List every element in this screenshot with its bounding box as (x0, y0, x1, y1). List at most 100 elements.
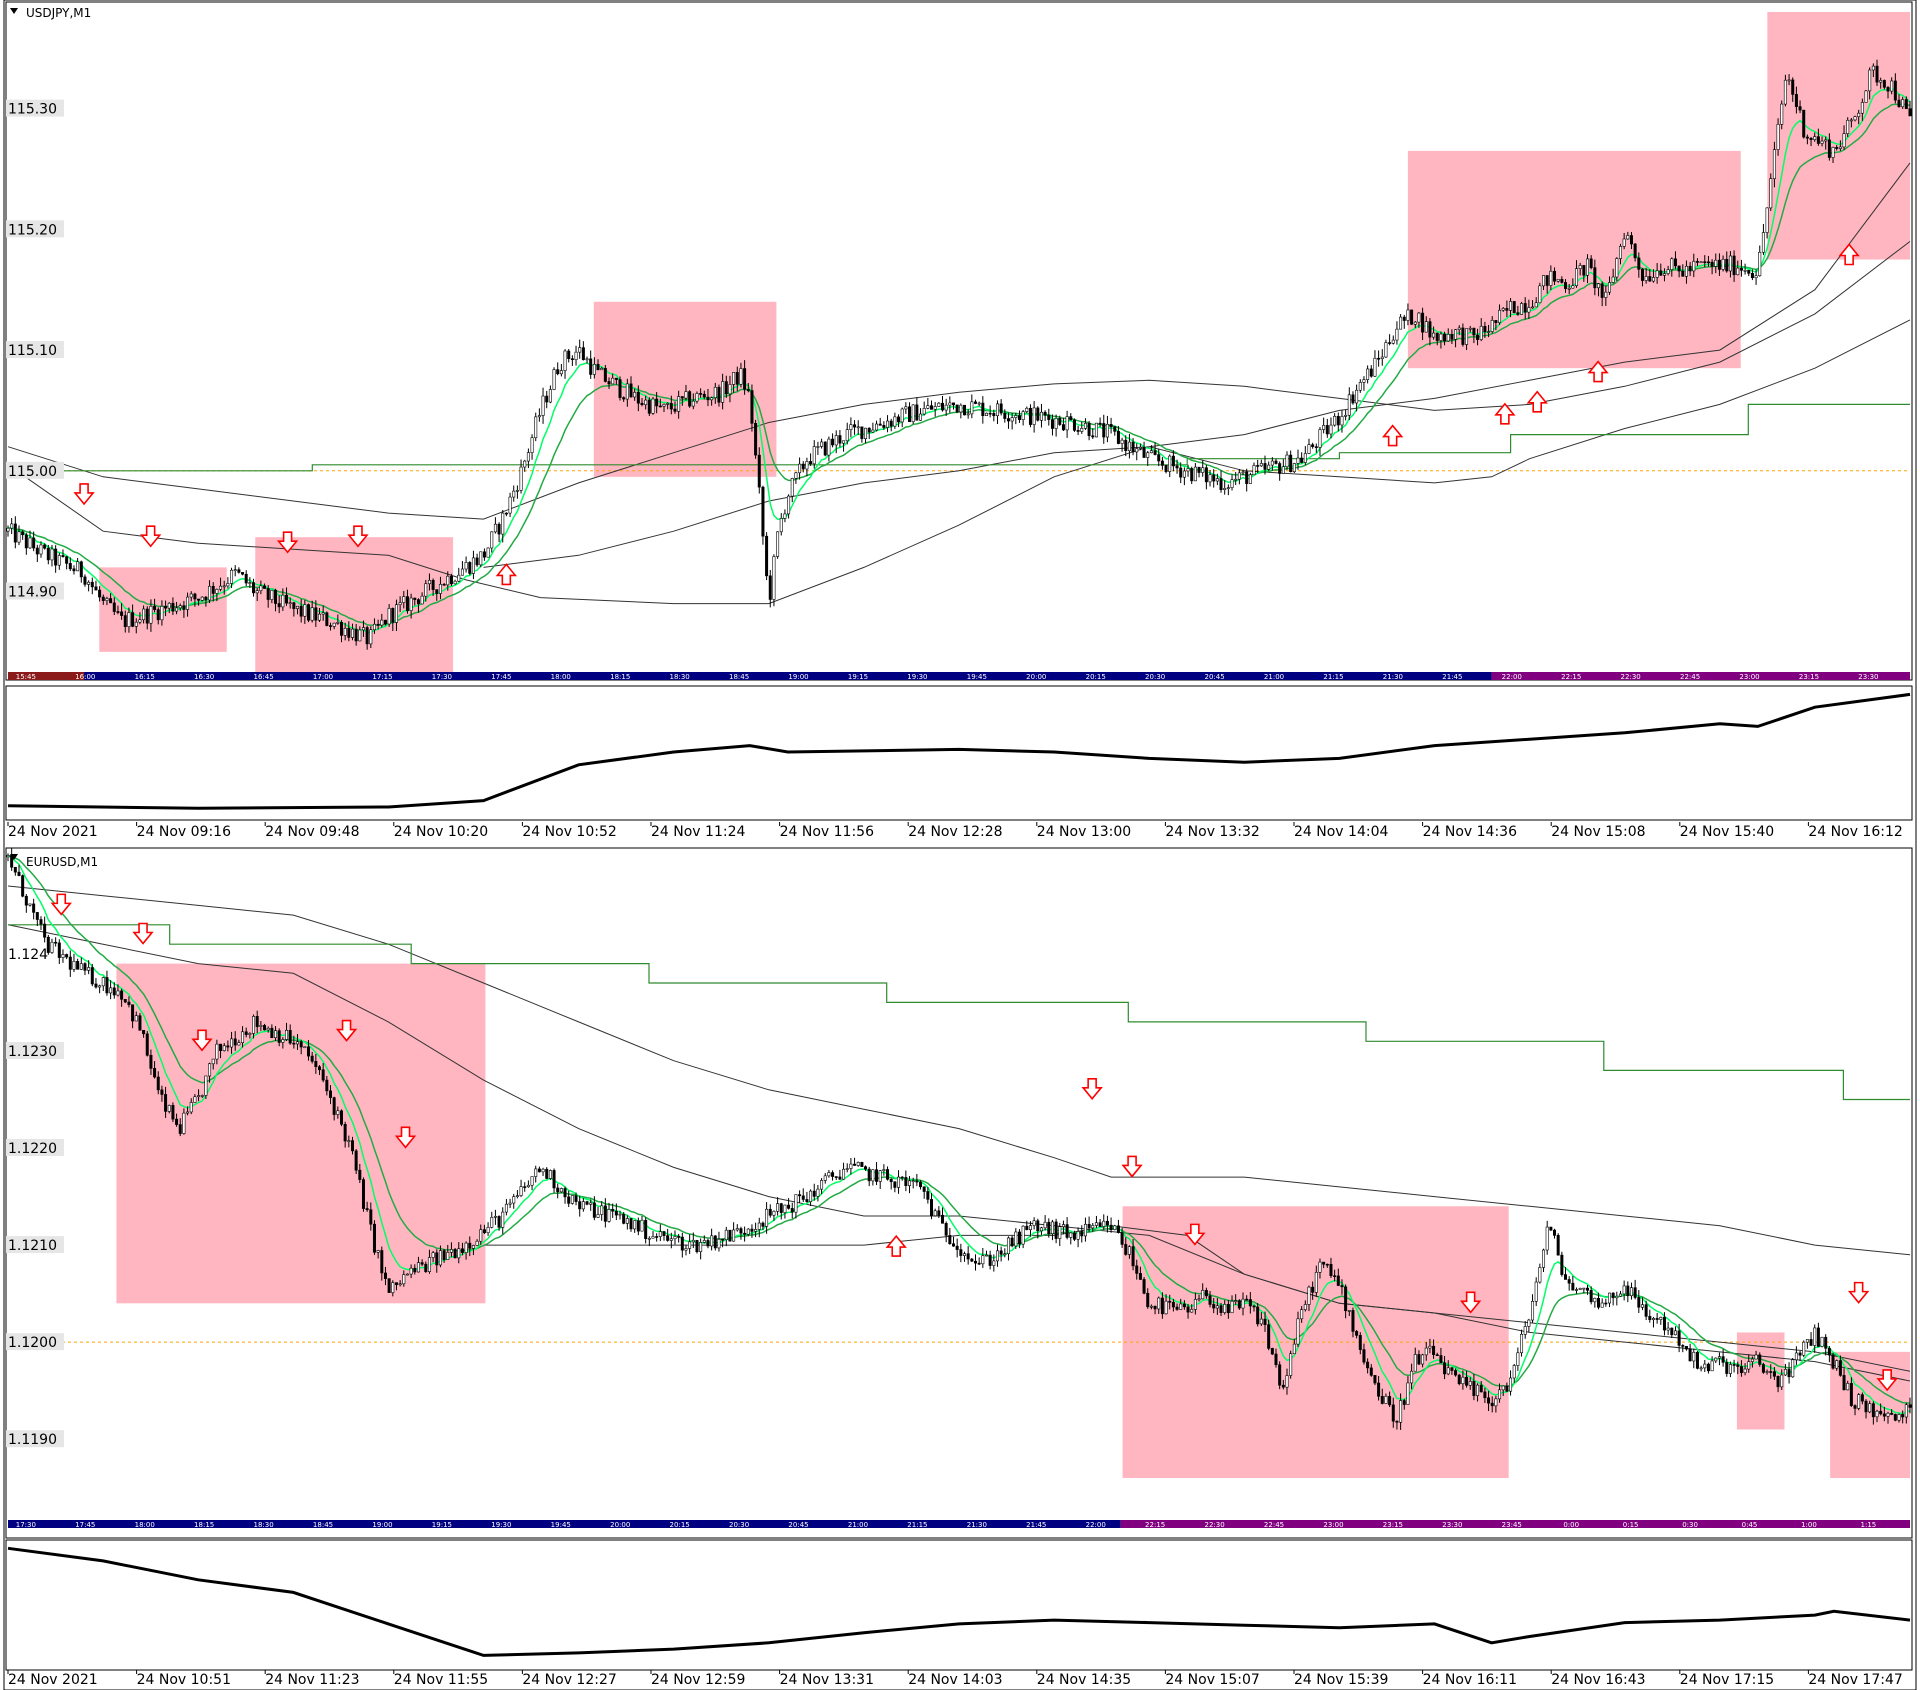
usdjpy-chart-panel[interactable]: 115.30 115.20 115.10 115.00 114.90 15:45 16:0… (5, 1, 1913, 681)
candle-body (123, 615, 127, 627)
candle-body (1600, 283, 1604, 298)
candle-body (959, 1249, 963, 1256)
candle-body (589, 1202, 593, 1205)
candle-body (732, 1229, 736, 1242)
candle-body (680, 396, 684, 399)
candle-body (1355, 389, 1359, 404)
candle-body (1509, 301, 1513, 311)
candle-body (662, 404, 666, 407)
candle-body (230, 569, 234, 584)
candle-body (54, 941, 58, 944)
session-tick-label: 18:30 (253, 1521, 273, 1529)
candle-body (655, 398, 659, 407)
eurusd-indicator-subwindow[interactable] (5, 1539, 1913, 1671)
candle-body (120, 990, 124, 1000)
candle-body (299, 605, 303, 617)
candle-body (563, 350, 567, 371)
candle-body (1567, 1279, 1571, 1284)
time-tick-label: 24 Nov 10:51 (137, 1672, 231, 1688)
candle-body (1285, 454, 1289, 468)
candle-body (1666, 1327, 1670, 1331)
candle-body (1120, 439, 1124, 444)
candle-body (1487, 1397, 1491, 1404)
usdjpy-indicator-subwindow[interactable] (5, 685, 1913, 821)
candle-body (68, 956, 72, 970)
candle-body (1061, 1224, 1065, 1228)
candle-body (765, 1208, 769, 1227)
candle-body (1853, 1405, 1857, 1409)
candle-body (1512, 1365, 1516, 1379)
candle-body (501, 512, 505, 535)
candle-body (622, 1213, 626, 1224)
candle-body (222, 585, 226, 588)
candle-body (193, 1096, 197, 1103)
candle-body (1640, 1304, 1644, 1308)
candle-body (1849, 119, 1853, 122)
candle-body (1410, 1370, 1414, 1384)
candle-body (1230, 1300, 1234, 1314)
candle-body (189, 593, 193, 598)
candle-body (215, 589, 219, 594)
candle-body (658, 405, 662, 408)
candle-body (1868, 69, 1872, 92)
candle-body (1684, 1346, 1688, 1350)
candle-body (776, 531, 780, 557)
session-tick-label: 0:15 (1623, 1521, 1639, 1529)
candle-body (398, 1283, 402, 1286)
candle-body (1010, 1237, 1014, 1247)
candle-body (1586, 1287, 1590, 1291)
candle-body (314, 1061, 318, 1067)
candle-body (1838, 1360, 1842, 1376)
candle-body (1743, 269, 1747, 272)
candle-body (1523, 303, 1527, 313)
candle-body (926, 405, 930, 409)
candle-body (1655, 270, 1659, 278)
candle-body (350, 628, 354, 638)
price-tick-bg (6, 220, 64, 238)
candle-body (1179, 1303, 1183, 1310)
collapse-triangle-icon[interactable] (10, 8, 18, 14)
candle-body (919, 1181, 923, 1188)
candle-body (1179, 467, 1183, 478)
candle-body (65, 954, 69, 958)
candle-body (328, 1090, 332, 1098)
signal-zone (1767, 12, 1910, 260)
candle-body (1395, 1420, 1399, 1423)
candle-body (1256, 1306, 1260, 1325)
candle-body (761, 1222, 765, 1227)
candle-body (1171, 455, 1175, 467)
usdjpy-symbol-label[interactable]: USDJPY,M1 (26, 6, 91, 20)
candle-body (548, 389, 552, 403)
session-tick-label: 20:15 (670, 1521, 690, 1529)
candle-body (1549, 1226, 1553, 1231)
candle-body (1083, 423, 1087, 429)
candle-body (570, 358, 574, 361)
candle-body (1816, 136, 1820, 144)
candle-body (1838, 146, 1842, 149)
candle-body (1560, 279, 1564, 283)
candle-body (1461, 327, 1465, 345)
candle-body (526, 1184, 530, 1188)
eurusd-arrows (50, 893, 1898, 1392)
candle-body (1637, 1297, 1641, 1308)
candle-body (1835, 147, 1839, 149)
candle-body (1384, 342, 1388, 358)
candle-body (1765, 207, 1769, 233)
candle-body (1516, 312, 1520, 315)
candle-body (629, 383, 633, 398)
candle-body (318, 1066, 322, 1071)
candle-body (123, 998, 127, 1003)
candle-body (1135, 1265, 1139, 1274)
eurusd-symbol-label[interactable]: EURUSD,M1 (26, 855, 98, 869)
candle-body (1428, 321, 1432, 338)
candle-body (831, 1172, 835, 1177)
collapse-triangle-icon[interactable] (10, 854, 18, 860)
candle-body (1717, 1356, 1721, 1359)
eurusd-chart-panel[interactable]: 1.1230 1.1220 1.1210 1.1200 1.1190 1.124 17:3… (5, 847, 1913, 1539)
candle-body (1644, 1304, 1648, 1317)
candle-body (1270, 460, 1274, 466)
candle-body (1600, 1302, 1604, 1308)
candle-body (523, 1186, 527, 1188)
candle-body (1472, 1381, 1476, 1396)
candle-body (1827, 1348, 1831, 1356)
